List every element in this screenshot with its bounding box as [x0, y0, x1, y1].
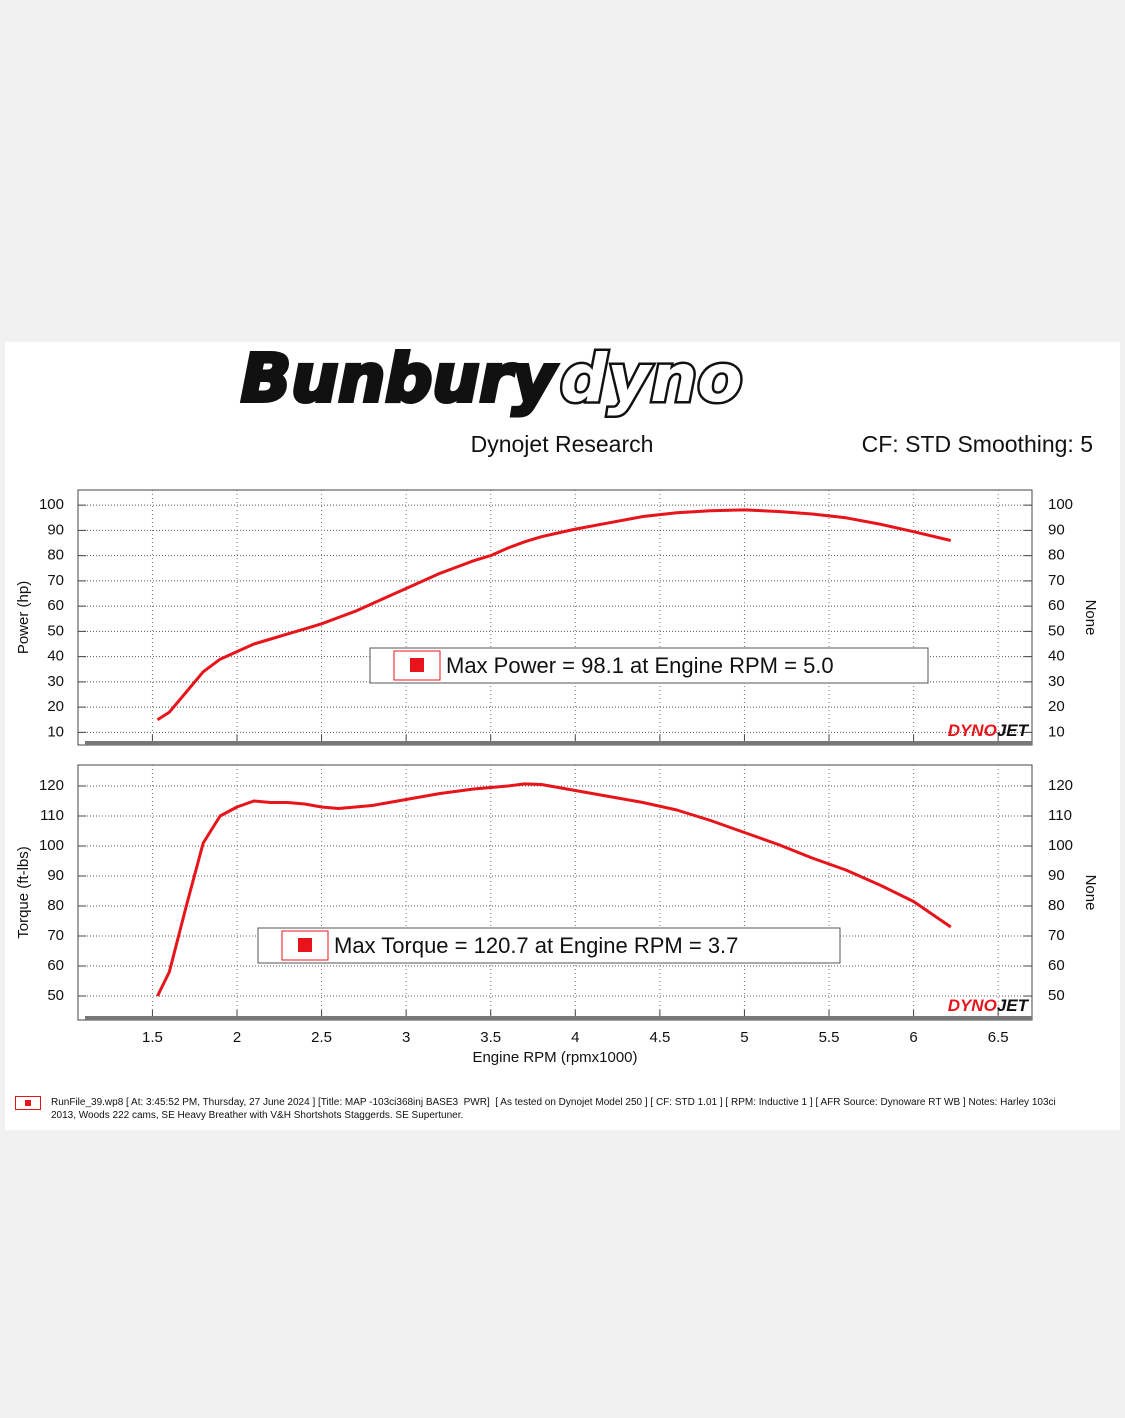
x-axis-label: Engine RPM (rpmx1000) [472, 1049, 637, 1066]
y2-tick-label: 70 [1048, 927, 1065, 944]
y-tick-label: 50 [47, 622, 64, 639]
watermark-right: JET [997, 721, 1030, 740]
x-tick-label: 6.5 [988, 1029, 1009, 1046]
x-tick-label: 3 [402, 1029, 410, 1046]
y-tick-label: 90 [47, 867, 64, 884]
y-tick-label: 80 [47, 547, 64, 564]
x-tick-label: 1.5 [142, 1029, 163, 1046]
annotation-box [257, 927, 841, 964]
y-tick-label: 100 [39, 496, 64, 513]
x-tick-label: 3.5 [480, 1029, 501, 1046]
y2-tick-label: 40 [1048, 648, 1065, 665]
annotation-box [369, 647, 929, 684]
y-tick-label: 110 [40, 807, 64, 824]
y-tick-label: 50 [47, 987, 64, 1004]
y-tick-label: 120 [39, 777, 64, 794]
y2-tick-label: 70 [1048, 572, 1065, 589]
y-tick-label: 90 [47, 521, 64, 538]
y2-tick-label: 60 [1048, 957, 1065, 974]
settings: CF: STD Smoothing: 5 [862, 431, 1093, 457]
footer-key-swatch [25, 1100, 31, 1106]
y2-tick-label: 110 [1048, 807, 1072, 824]
y2-tick-label: 50 [1048, 622, 1065, 639]
y-tick-label: 60 [47, 957, 64, 974]
x-tick-label: 2 [233, 1029, 241, 1046]
y-tick-label: 80 [47, 897, 64, 914]
plot-area [77, 764, 1033, 1021]
y2-tick-label: 100 [1048, 837, 1073, 854]
annotation-swatch [410, 658, 424, 672]
y-axis-label: Torque (ft-lbs) [15, 846, 32, 939]
x-tick-label: 2.5 [311, 1029, 332, 1046]
y2-tick-label: 50 [1048, 987, 1065, 1004]
watermark-right: JET [997, 996, 1030, 1015]
footer-text: RunFile_39.wp8 [ At: 3:45:52 PM, Thursda… [51, 1097, 1059, 1121]
watermark-left: DYNO [948, 996, 997, 1015]
y2-tick-label: 80 [1048, 897, 1065, 914]
y-tick-label: 30 [47, 673, 64, 690]
y-tick-label: 10 [47, 723, 64, 740]
power-torque-line [156, 508, 952, 722]
y-tick-label: 60 [47, 597, 64, 614]
y2-tick-label: 10 [1048, 723, 1065, 740]
y2-tick-label: 100 [1048, 496, 1073, 513]
y2-tick-label: 60 [1048, 597, 1065, 614]
annotation: Max Torque = 120.7 at Engine RPM = 3.7 [334, 933, 738, 958]
y-tick-label: 70 [47, 927, 64, 944]
y2-axis-label: None [1082, 875, 1099, 911]
subtitle: Dynojet Research [471, 431, 654, 457]
y2-tick-label: 20 [1048, 698, 1065, 715]
logo-left: Bunbury [241, 340, 558, 417]
x-tick-label: 6 [909, 1029, 917, 1046]
annotation-swatch [298, 938, 312, 952]
y-axis-label: Power (hp) [15, 581, 32, 654]
y-tick-label: 100 [39, 837, 64, 854]
watermark: DYNOJET [948, 721, 1030, 740]
power-torque-line [156, 782, 952, 997]
y-tick-label: 40 [47, 648, 64, 665]
watermark-left: DYNO [948, 721, 997, 740]
y2-tick-label: 90 [1048, 867, 1065, 884]
y2-axis-label: None [1082, 600, 1099, 636]
y2-tick-label: 30 [1048, 673, 1065, 690]
x-tick-label: 4.5 [649, 1029, 670, 1046]
y2-tick-label: 120 [1048, 777, 1073, 794]
x-tick-label: 5.5 [819, 1029, 840, 1046]
y2-tick-label: 80 [1048, 547, 1065, 564]
logo-right: dyno [560, 340, 743, 417]
x-tick-label: 4 [571, 1029, 579, 1046]
y2-tick-label: 90 [1048, 521, 1065, 538]
x-tick-label: 5 [740, 1029, 748, 1046]
annotation: Max Power = 98.1 at Engine RPM = 5.0 [446, 653, 834, 678]
y-tick-label: 20 [47, 698, 64, 715]
footer-key [15, 1096, 41, 1110]
watermark: DYNOJET [948, 996, 1030, 1015]
y-tick-label: 70 [47, 572, 64, 589]
